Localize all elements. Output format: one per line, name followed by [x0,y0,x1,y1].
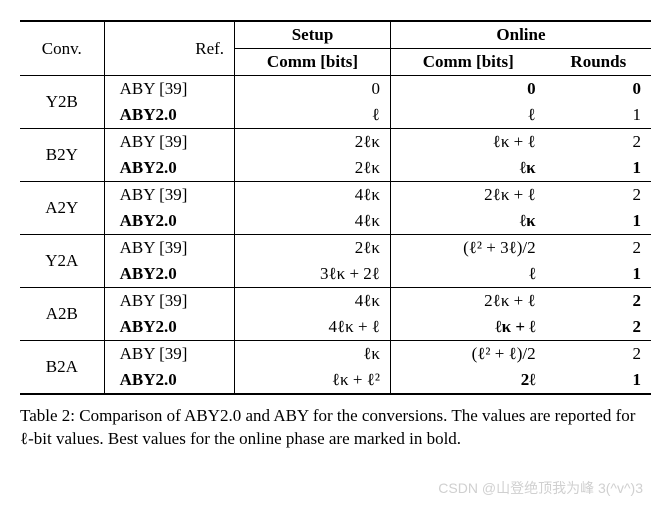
header-ref: Ref. [104,21,234,76]
conv-cell: Y2A [20,235,104,288]
comparison-table: Conv. Ref. Setup Online Comm [bits] Comm… [20,20,651,395]
ref-cell: ABY [39] [104,182,234,209]
rounds-cell: 1 [546,208,651,235]
online-comm-cell: (ℓ² + 3ℓ)/2 [390,235,545,262]
online-comm-cell: ℓ [390,102,545,129]
setup-cell: ℓκ + ℓ² [235,367,391,394]
ref-cell: ABY2.0 [104,155,234,182]
setup-cell: 2ℓκ [235,235,391,262]
online-comm-cell: ℓκ + ℓ [390,129,545,156]
header-setup-comm: Comm [bits] [235,49,391,76]
rounds-cell: 0 [546,76,651,103]
rounds-cell: 1 [546,102,651,129]
setup-cell: 2ℓκ [235,129,391,156]
rounds-cell: 2 [546,288,651,315]
ref-cell: ABY2.0 [104,208,234,235]
setup-cell: ℓκ [235,341,391,368]
setup-cell: 0 [235,76,391,103]
online-comm-cell: 2ℓ [390,367,545,394]
rounds-cell: 2 [546,182,651,209]
rounds-cell: 2 [546,314,651,341]
conv-cell: B2Y [20,129,104,182]
header-online-comm: Comm [bits] [390,49,545,76]
rounds-cell: 2 [546,235,651,262]
watermark: CSDN @山登绝顶我为峰 3(^v^)3 [438,478,643,498]
online-comm-cell: 0 [390,76,545,103]
setup-cell: 4ℓκ [235,208,391,235]
conv-cell: A2B [20,288,104,341]
header-setup: Setup [235,21,391,49]
online-comm-cell: ℓκ [390,208,545,235]
rounds-cell: 1 [546,367,651,394]
setup-cell: 4ℓκ [235,182,391,209]
rounds-cell: 2 [546,341,651,368]
online-comm-cell: ℓκ [390,155,545,182]
ref-cell: ABY [39] [104,235,234,262]
setup-cell: 4ℓκ [235,288,391,315]
ref-cell: ABY [39] [104,129,234,156]
header-rounds: Rounds [546,49,651,76]
setup-cell: ℓ [235,102,391,129]
ref-cell: ABY2.0 [104,102,234,129]
conv-cell: Y2B [20,76,104,129]
header-conv: Conv. [20,21,104,76]
online-comm-cell: ℓκ + ℓ [390,314,545,341]
setup-cell: 4ℓκ + ℓ [235,314,391,341]
online-comm-cell: ℓ [390,261,545,288]
conv-cell: A2Y [20,182,104,235]
setup-cell: 3ℓκ + 2ℓ [235,261,391,288]
table-body: Y2BABY [39]000ABY2.0ℓℓ1B2YABY [39]2ℓκℓκ … [20,76,651,395]
conv-cell: B2A [20,341,104,395]
ref-cell: ABY2.0 [104,367,234,394]
table-caption: Table 2: Comparison of ABY2.0 and ABY fo… [20,405,651,451]
rounds-cell: 2 [546,129,651,156]
ref-cell: ABY2.0 [104,261,234,288]
ref-cell: ABY [39] [104,288,234,315]
online-comm-cell: (ℓ² + ℓ)/2 [390,341,545,368]
rounds-cell: 1 [546,155,651,182]
setup-cell: 2ℓκ [235,155,391,182]
rounds-cell: 1 [546,261,651,288]
header-online: Online [390,21,651,49]
ref-cell: ABY [39] [104,76,234,103]
online-comm-cell: 2ℓκ + ℓ [390,288,545,315]
ref-cell: ABY [39] [104,341,234,368]
ref-cell: ABY2.0 [104,314,234,341]
online-comm-cell: 2ℓκ + ℓ [390,182,545,209]
